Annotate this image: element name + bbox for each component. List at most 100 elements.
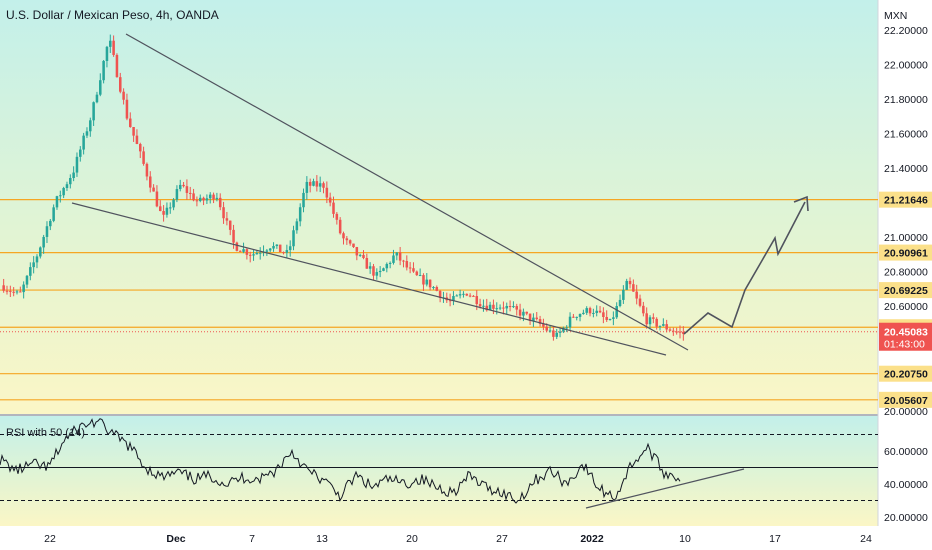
candle-172[interactable] <box>575 316 578 321</box>
candle-51[interactable] <box>172 198 175 211</box>
candle-24[interactable] <box>82 132 85 155</box>
candle-162[interactable] <box>542 318 545 331</box>
candle-138[interactable] <box>462 291 465 298</box>
candle-98[interactable] <box>328 192 332 207</box>
candle-194[interactable] <box>648 315 652 330</box>
candle-63[interactable] <box>212 192 215 204</box>
candle-124[interactable] <box>415 270 419 276</box>
candle-59[interactable] <box>198 194 202 203</box>
candle-31[interactable] <box>105 45 109 68</box>
candle-167[interactable] <box>558 327 562 338</box>
candle-197[interactable] <box>658 325 662 331</box>
candle-72[interactable] <box>242 242 245 254</box>
candle-38[interactable] <box>129 112 132 128</box>
candle-44[interactable] <box>148 171 152 193</box>
candle-107[interactable] <box>358 253 362 257</box>
candle-187[interactable] <box>625 278 628 291</box>
candle-149[interactable] <box>498 304 502 311</box>
candle-23[interactable] <box>79 146 82 162</box>
candle-25[interactable] <box>85 127 89 139</box>
candle-53[interactable] <box>178 179 182 192</box>
candle-42[interactable] <box>142 146 145 166</box>
candle-121[interactable] <box>405 255 409 271</box>
candle-46[interactable] <box>155 185 159 208</box>
candle-13[interactable] <box>45 221 49 244</box>
candle-180[interactable] <box>602 307 605 324</box>
candle-159[interactable] <box>532 313 535 327</box>
candle-104[interactable] <box>348 239 352 246</box>
candle-185[interactable] <box>618 294 622 308</box>
candle-181[interactable] <box>605 310 608 322</box>
candle-86[interactable] <box>288 240 292 257</box>
candle-106[interactable] <box>355 246 359 261</box>
candle-90[interactable] <box>302 188 305 213</box>
candle-77[interactable] <box>258 247 262 260</box>
candle-87[interactable] <box>292 225 295 251</box>
candle-12[interactable] <box>42 234 45 254</box>
candle-62[interactable] <box>208 192 212 204</box>
candle-119[interactable] <box>398 246 402 266</box>
candle-91[interactable] <box>305 176 309 200</box>
candle-82[interactable] <box>275 244 279 249</box>
candle-123[interactable] <box>412 262 415 273</box>
candle-34[interactable] <box>115 53 119 78</box>
candle-201[interactable] <box>672 327 675 336</box>
candle-11[interactable] <box>39 246 42 259</box>
candle-49[interactable] <box>165 202 169 218</box>
candle-127[interactable] <box>425 272 429 287</box>
candle-204[interactable] <box>682 326 685 341</box>
candle-33[interactable] <box>112 35 115 57</box>
candle-105[interactable] <box>352 243 355 248</box>
candle-50[interactable] <box>168 202 172 214</box>
candle-166[interactable] <box>555 328 558 340</box>
candle-85[interactable] <box>285 244 289 259</box>
candle-157[interactable] <box>525 311 529 316</box>
candle-164[interactable] <box>548 325 552 333</box>
candle-71[interactable] <box>238 250 242 252</box>
candle-35[interactable] <box>119 72 122 94</box>
candle-26[interactable] <box>89 117 92 137</box>
candle-177[interactable] <box>592 308 595 318</box>
candle-65[interactable] <box>218 193 222 211</box>
candle-116[interactable] <box>388 261 392 269</box>
candle-80[interactable] <box>268 247 272 253</box>
candle-174[interactable] <box>582 309 585 315</box>
candle-103[interactable] <box>345 236 349 245</box>
candle-40[interactable] <box>135 129 139 145</box>
candle-55[interactable] <box>185 179 189 200</box>
candle-99[interactable] <box>332 196 335 218</box>
candle-184[interactable] <box>615 302 618 319</box>
candle-168[interactable] <box>562 326 565 334</box>
candle-139[interactable] <box>465 293 469 297</box>
candle-52[interactable] <box>175 185 179 203</box>
candle-115[interactable] <box>385 262 389 273</box>
candle-130[interactable] <box>435 285 439 292</box>
candle-16[interactable] <box>55 195 59 210</box>
candle-2[interactable] <box>9 285 12 297</box>
candle-75[interactable] <box>252 249 255 261</box>
candle-183[interactable] <box>612 311 615 326</box>
candle-39[interactable] <box>132 126 135 142</box>
candle-60[interactable] <box>202 196 205 206</box>
candle-37[interactable] <box>125 93 129 121</box>
candle-146[interactable] <box>488 301 492 311</box>
candle-28[interactable] <box>95 91 99 104</box>
candle-97[interactable] <box>325 181 329 204</box>
candle-161[interactable] <box>538 315 542 327</box>
candle-96[interactable] <box>322 181 325 194</box>
candle-113[interactable] <box>378 266 382 278</box>
candle-88[interactable] <box>295 218 299 234</box>
candle-73[interactable] <box>245 247 249 260</box>
candle-150[interactable] <box>502 301 505 315</box>
candle-140[interactable] <box>468 293 472 298</box>
candle-56[interactable] <box>188 186 192 200</box>
candle-47[interactable] <box>158 200 162 212</box>
candle-83[interactable] <box>278 244 282 253</box>
candle-27[interactable] <box>92 101 95 126</box>
candle-9[interactable] <box>32 256 35 274</box>
candle-101[interactable] <box>338 217 342 235</box>
candle-45[interactable] <box>152 184 155 192</box>
candle-173[interactable] <box>578 313 582 322</box>
candle-137[interactable] <box>458 289 462 299</box>
candle-17[interactable] <box>59 190 62 203</box>
